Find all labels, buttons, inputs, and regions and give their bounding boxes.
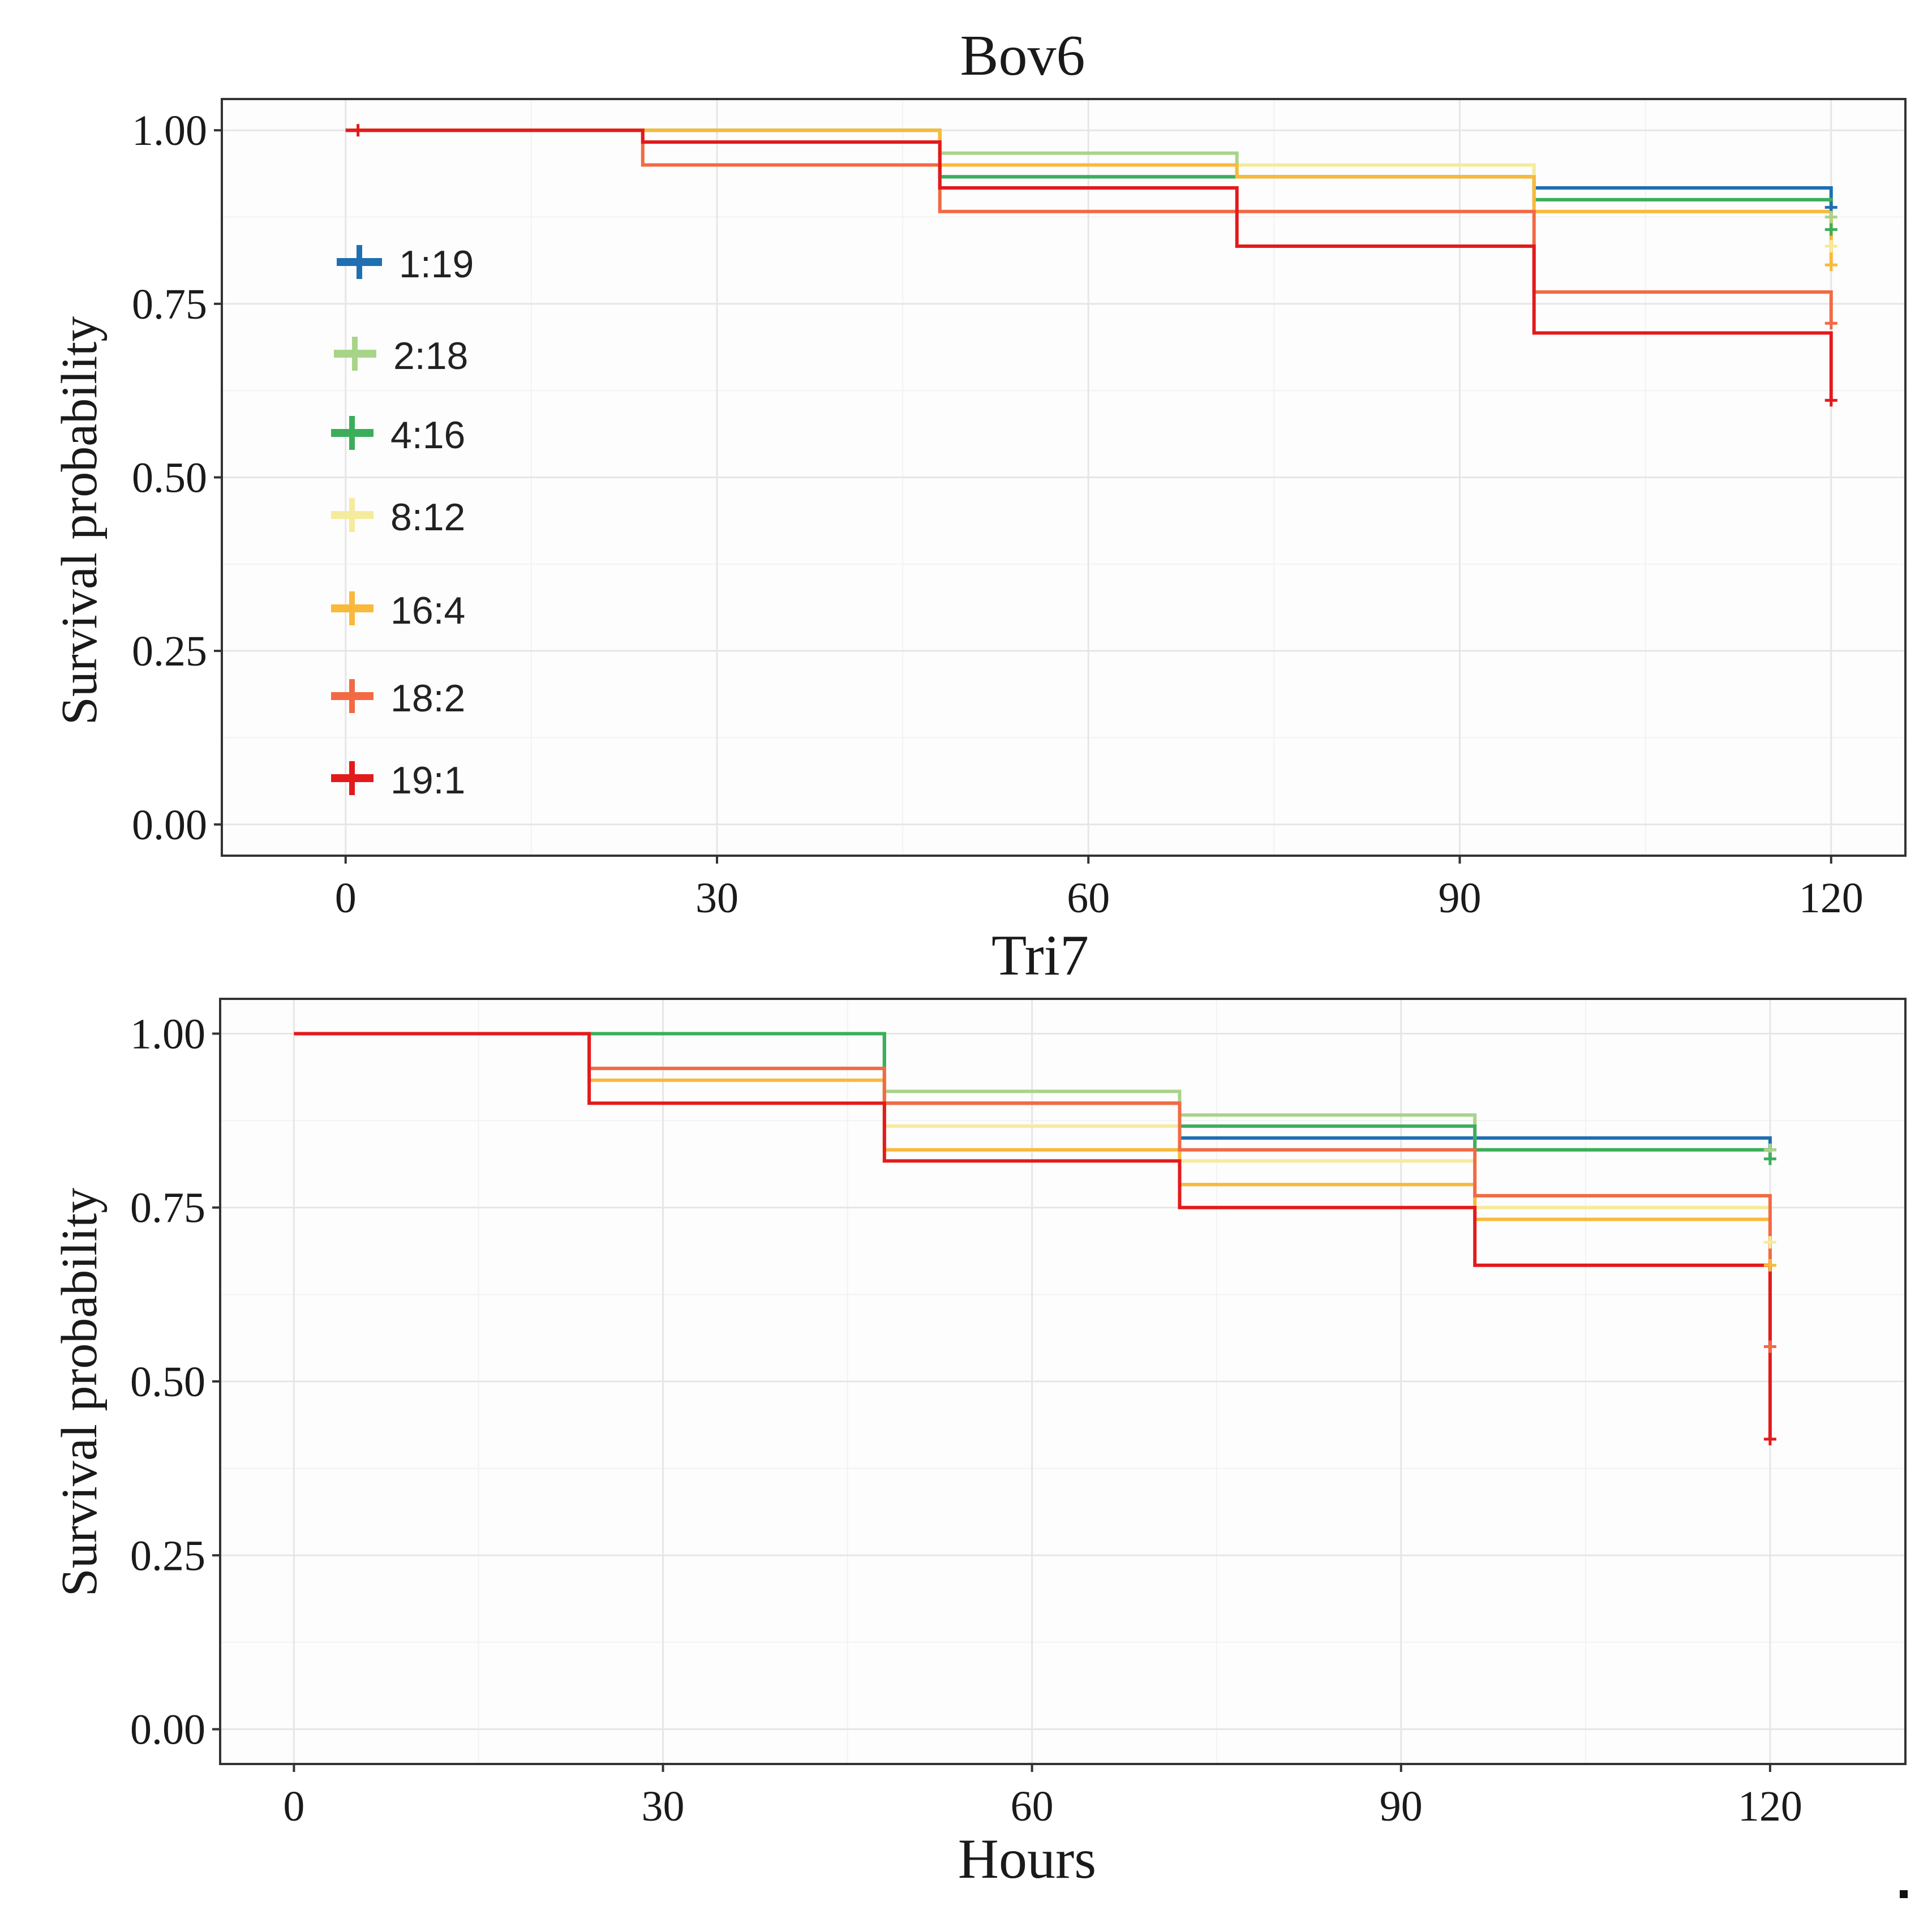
legend: 1:19 2:18 4:16 8:12 16:4 bbox=[331, 243, 474, 802]
y-tick-label: 0.00 bbox=[130, 1706, 205, 1754]
x-tick-label: 60 bbox=[1067, 874, 1110, 922]
x-tick-label: 0 bbox=[283, 1783, 304, 1830]
tri7-series-group bbox=[294, 1032, 1772, 1440]
x-tick-label: 120 bbox=[1738, 1783, 1802, 1830]
legend-item-18-2: 18:2 bbox=[331, 677, 465, 720]
legend-label: 19:1 bbox=[390, 759, 465, 802]
y-tick-label: 0.25 bbox=[130, 1532, 205, 1579]
censor-mark-2-18 bbox=[1824, 211, 1837, 224]
y-tick-label: 0.25 bbox=[132, 628, 207, 675]
y-tick-label: 0.50 bbox=[132, 454, 207, 502]
censor-mark-4-16 bbox=[1763, 1152, 1776, 1165]
legend-label: 4:16 bbox=[390, 414, 465, 457]
bov6-panel: Bov6 Survival probability 0.000.250.500.… bbox=[51, 24, 1907, 922]
x-tick-label: 30 bbox=[642, 1783, 685, 1830]
legend-label: 2:18 bbox=[393, 334, 468, 377]
censor-mark-19-1 bbox=[1824, 394, 1837, 407]
censor-mark-18-2 bbox=[1824, 317, 1837, 330]
y-tick-label: 0.50 bbox=[130, 1358, 205, 1406]
legend-label: 16:4 bbox=[390, 589, 465, 632]
x-tick-label: 120 bbox=[1799, 874, 1864, 922]
censor-mark-16-4 bbox=[1824, 259, 1837, 272]
legend-item-2-18: 2:18 bbox=[334, 334, 468, 377]
x-tick-label: 60 bbox=[1011, 1783, 1054, 1830]
bov6-gridlines bbox=[222, 99, 1905, 856]
legend-item-8-12: 8:12 bbox=[331, 496, 465, 539]
legend-label: 18:2 bbox=[390, 677, 465, 720]
legend-item-19-1: 19:1 bbox=[331, 759, 465, 802]
censor-mark-16-4 bbox=[1763, 1259, 1776, 1272]
series-line-19-1 bbox=[294, 1032, 1772, 1440]
x-tick-label: 0 bbox=[335, 874, 357, 922]
y-tick-label: 1.00 bbox=[130, 1010, 205, 1058]
series-line-16-4 bbox=[345, 128, 1833, 265]
censor-mark-19-1 bbox=[1763, 1433, 1776, 1446]
censor-mark-18-2 bbox=[1763, 1340, 1776, 1353]
tri7-panel: Tri7 Survival probability 0.000.250.500.… bbox=[51, 924, 1907, 1890]
legend-item-16-4: 16:4 bbox=[331, 589, 465, 632]
legend-item-4-16: 4:16 bbox=[331, 414, 465, 457]
y-tick-label: 0.75 bbox=[130, 1184, 205, 1232]
tri7-y-ticks: 0.00 0.25 0.50 0.75 1.00 bbox=[130, 1010, 220, 1754]
censor-mark-8-12 bbox=[1824, 240, 1837, 253]
series-line-19-1 bbox=[345, 128, 1833, 401]
legend-item-1-19: 1:19 bbox=[337, 243, 474, 286]
tri7-x-ticks: 0 30 60 90 120 bbox=[283, 1764, 1802, 1830]
legend-label: 1:19 bbox=[399, 243, 474, 286]
x-tick-label: 90 bbox=[1380, 1783, 1423, 1830]
bov6-x-ticks: 0 30 60 90 120 bbox=[335, 856, 1864, 922]
series-line-18-2 bbox=[345, 128, 1833, 324]
censor-mark-19-1 bbox=[351, 124, 364, 137]
bov6-series-group bbox=[345, 128, 1833, 401]
bov6-title: Bov6 bbox=[960, 24, 1085, 88]
y-tick-label: 1.00 bbox=[132, 107, 207, 154]
x-tick-label: 30 bbox=[695, 874, 739, 922]
y-tick-label: 0.00 bbox=[132, 801, 207, 849]
censor-mark-4-16 bbox=[1824, 223, 1837, 236]
tri7-title: Tri7 bbox=[991, 924, 1089, 988]
x-tick-label: 90 bbox=[1439, 874, 1482, 922]
censor-mark-8-12 bbox=[1763, 1236, 1776, 1249]
bov6-y-ticks: 0.00 0.25 0.50 0.75 1.00 bbox=[132, 107, 222, 849]
corner-mark bbox=[1900, 1890, 1908, 1898]
tri7-y-axis-label: Survival probability bbox=[51, 1188, 108, 1596]
tri7-censor-marks bbox=[1763, 1143, 1776, 1446]
bov6-censor-marks bbox=[351, 124, 1837, 407]
legend-label: 8:12 bbox=[390, 496, 465, 539]
tri7-x-axis-label: Hours bbox=[958, 1827, 1096, 1890]
y-tick-label: 0.75 bbox=[132, 281, 207, 328]
bov6-y-axis-label: Survival probability bbox=[51, 316, 108, 725]
